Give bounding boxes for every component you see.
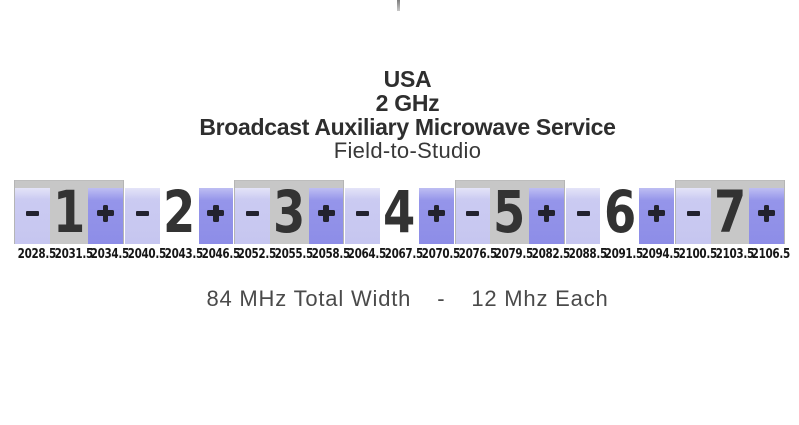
channel-number: 4 [383,178,416,246]
minus-subchannel-block [125,188,160,244]
channel-frequency-labels: 2064.5 2067.5 2070.5 [344,247,461,262]
channel-frequency-labels: 2100.5 2103.5 2106.5 [675,247,791,262]
minus-subchannel-block [235,188,270,244]
top-tick-line [397,0,400,11]
plus-icon [427,204,445,222]
plus-subchannel-block [198,188,234,244]
center-frequency-label: 2103.5 [715,247,754,262]
channel-band: 5 [454,178,565,246]
minus-subchannel-block [455,188,491,244]
minus-icon [686,210,700,216]
channel-group: 2 2040.5 2043.5 2046.5 [124,178,240,262]
center-frequency-label: 2091.5 [605,247,644,262]
minus-icon [576,210,590,216]
minus-subchannel-block [345,188,381,244]
plus-subchannel-block [418,188,454,244]
channel-group: 3 2052.5 2055.5 2058.5 [234,178,350,262]
plus-icon [207,204,225,222]
plus-subchannel-block [308,188,344,244]
minus-icon [246,210,260,216]
title-block: USA 2 GHz Broadcast Auxiliary Microwave … [8,67,799,163]
channel-band: 7 [674,178,785,246]
title-service: Broadcast Auxiliary Microwave Service [199,114,616,140]
minus-subchannel-block [675,188,711,244]
minus-icon [466,210,480,216]
center-frequency-label: 2031.5 [54,247,93,262]
band-strip: 1 2028.5 2031.5 2034.5 2 [14,178,791,262]
footer-separator: - [437,286,446,311]
channel-band: 1 [14,178,125,246]
footer-caption: 84 MHz Total Width -12 Mhz Each [8,286,799,312]
minus-frequency-label: 2028.5 [17,247,57,262]
minus-frequency-label: 2040.5 [127,247,167,262]
minus-subchannel-block [15,188,50,244]
footer-per-channel: 12 Mhz Each [471,286,609,311]
plus-subchannel-block [529,188,564,244]
plus-subchannel-block [639,188,674,244]
plus-frequency-label: 2070.5 [421,247,461,262]
channel-group: 6 2088.5 2091.5 2094.5 [564,178,681,262]
channel-frequency-labels: 2040.5 2043.5 2046.5 [124,247,240,262]
channel-frequency-labels: 2028.5 2031.5 2034.5 [14,247,130,262]
minus-icon [136,210,149,216]
minus-frequency-label: 2100.5 [678,247,718,262]
plus-frequency-label: 2034.5 [91,247,130,262]
channel-frequency-labels: 2088.5 2091.5 2094.5 [565,247,681,262]
channel-band: 2 [124,178,235,246]
channel-number: 7 [713,178,747,246]
title-mode: Field-to-Studio [333,138,482,163]
plus-icon [317,204,335,222]
center-frequency-label: 2043.5 [164,247,204,262]
title-band: 2 GHz [375,90,440,116]
channel-number: 2 [163,178,196,246]
center-frequency-label: 2067.5 [384,247,424,262]
channel-number: 1 [52,178,86,246]
minus-subchannel-block [565,188,601,244]
plus-icon [648,204,665,222]
channel-group: 5 2076.5 2079.5 2082.5 [454,178,571,262]
minus-frequency-label: 2088.5 [568,247,607,262]
minus-frequency-label: 2064.5 [348,247,387,262]
plus-subchannel-block [88,188,124,244]
title-country: USA [383,66,432,92]
plus-icon [97,204,115,222]
channel-number: 5 [493,178,526,246]
minus-icon [356,210,370,216]
channel-frequency-labels: 2052.5 2055.5 2058.5 [234,247,350,262]
minus-icon [25,210,39,216]
channel-number: 6 [603,178,636,246]
plus-frequency-label: 2046.5 [201,247,240,262]
plus-frequency-label: 2106.5 [751,247,791,262]
minus-frequency-label: 2076.5 [458,247,497,262]
channel-band: 4 [344,178,455,246]
plus-icon [758,204,776,222]
plus-frequency-label: 2082.5 [531,247,571,262]
channel-band: 6 [564,178,675,246]
channel-group: 7 2100.5 2103.5 2106.5 [674,178,791,262]
channel-band: 3 [234,178,345,246]
footer-total-width: 84 MHz Total Width [206,286,412,311]
channel-number: 3 [273,178,306,246]
plus-frequency-label: 2094.5 [641,247,681,262]
channel-frequency-labels: 2076.5 2079.5 2082.5 [455,247,571,262]
center-frequency-label: 2079.5 [494,247,534,262]
minus-frequency-label: 2052.5 [237,247,277,262]
plus-icon [537,204,555,222]
plus-subchannel-block [749,188,784,244]
center-frequency-label: 2055.5 [274,247,314,262]
plus-frequency-label: 2058.5 [311,247,350,262]
band-plan: 1 2028.5 2031.5 2034.5 2 [14,178,791,262]
channel-group: 4 2064.5 2067.5 2070.5 [344,178,461,262]
channel-group: 1 2028.5 2031.5 2034.5 [14,178,130,262]
